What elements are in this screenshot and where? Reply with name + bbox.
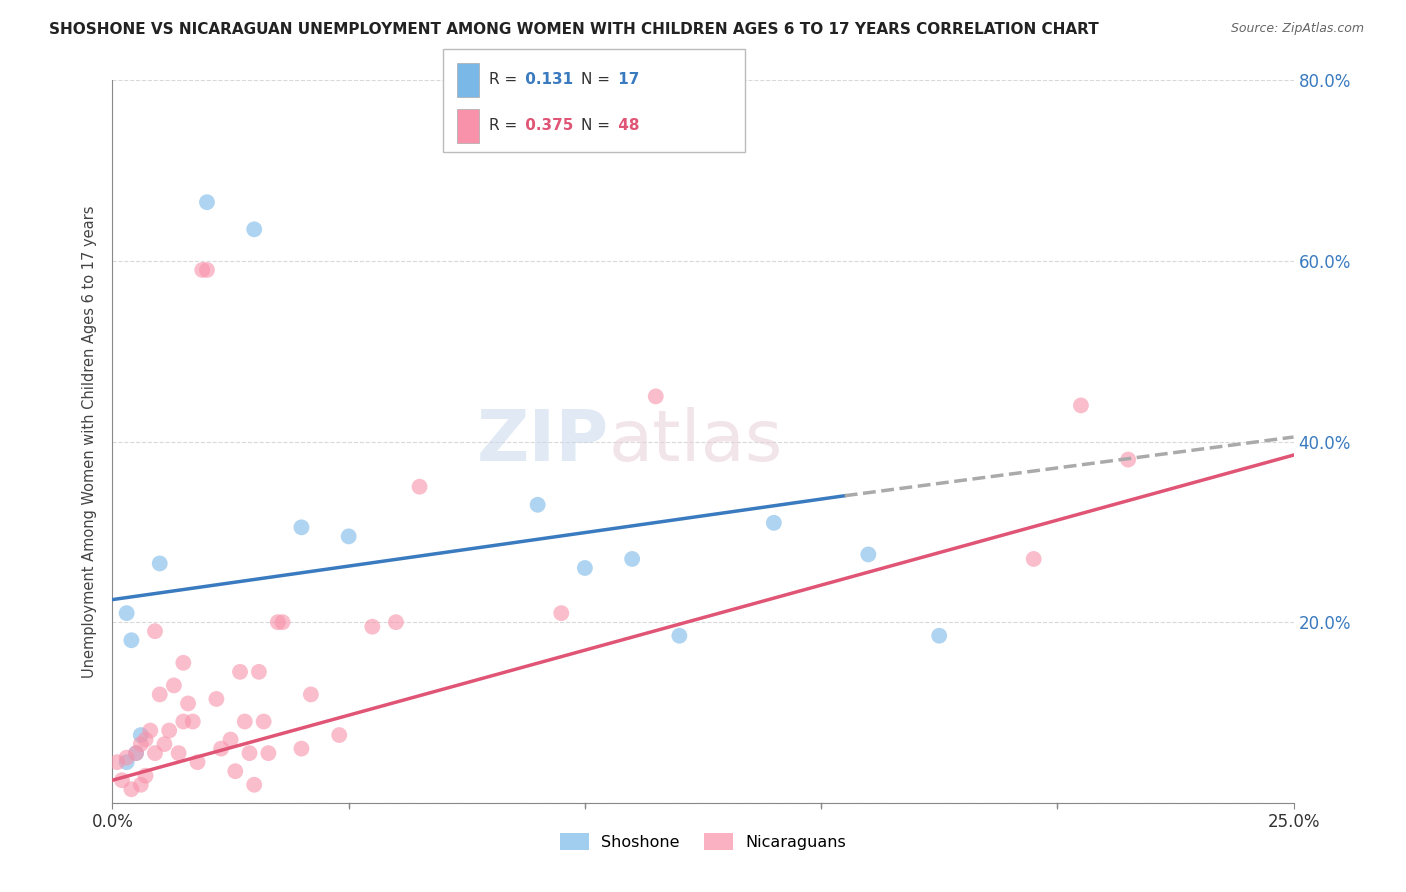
Legend: Shoshone, Nicaraguans: Shoshone, Nicaraguans xyxy=(554,827,852,856)
Point xyxy=(243,778,266,792)
Point xyxy=(408,480,430,494)
Point xyxy=(120,782,142,797)
Point xyxy=(153,737,176,751)
Point xyxy=(120,633,142,648)
Point xyxy=(290,520,312,534)
Text: ZIP: ZIP xyxy=(477,407,609,476)
Point xyxy=(219,732,242,747)
Point xyxy=(668,629,690,643)
Point xyxy=(172,714,194,729)
Point xyxy=(149,687,172,701)
Point xyxy=(105,755,128,769)
Point xyxy=(229,665,252,679)
Point xyxy=(129,728,152,742)
Point xyxy=(186,755,208,769)
Text: Source: ZipAtlas.com: Source: ZipAtlas.com xyxy=(1230,22,1364,36)
Text: SHOSHONE VS NICARAGUAN UNEMPLOYMENT AMONG WOMEN WITH CHILDREN AGES 6 TO 17 YEARS: SHOSHONE VS NICARAGUAN UNEMPLOYMENT AMON… xyxy=(49,22,1099,37)
Point xyxy=(139,723,162,738)
Point xyxy=(385,615,408,630)
Text: 48: 48 xyxy=(613,119,640,134)
Point xyxy=(191,263,214,277)
Point xyxy=(195,263,218,277)
Point xyxy=(1022,552,1045,566)
Point xyxy=(328,728,350,742)
Point xyxy=(115,755,138,769)
Point xyxy=(361,620,384,634)
Point xyxy=(290,741,312,756)
Y-axis label: Unemployment Among Women with Children Ages 6 to 17 years: Unemployment Among Women with Children A… xyxy=(82,205,97,678)
Point xyxy=(762,516,785,530)
Point xyxy=(149,557,172,571)
Point xyxy=(267,615,290,630)
Point xyxy=(167,746,190,760)
Point xyxy=(224,764,246,779)
Text: R =: R = xyxy=(489,72,523,87)
Point xyxy=(247,665,270,679)
Point xyxy=(172,656,194,670)
Text: N =: N = xyxy=(581,119,614,134)
Point xyxy=(205,692,228,706)
Point xyxy=(163,678,186,692)
Point xyxy=(181,714,204,729)
Text: N =: N = xyxy=(581,72,614,87)
Point xyxy=(299,687,322,701)
Point xyxy=(1116,452,1139,467)
Text: 17: 17 xyxy=(613,72,640,87)
Point xyxy=(111,773,134,788)
Point xyxy=(209,741,232,756)
Point xyxy=(271,615,294,630)
Point xyxy=(135,769,157,783)
Point xyxy=(125,746,148,760)
Point xyxy=(195,195,218,210)
Point xyxy=(157,723,180,738)
Point xyxy=(143,624,166,639)
Point xyxy=(115,750,138,764)
Point xyxy=(129,737,152,751)
Text: 0.131: 0.131 xyxy=(520,72,574,87)
Point xyxy=(125,746,148,760)
Point xyxy=(135,732,157,747)
Text: 0.375: 0.375 xyxy=(520,119,574,134)
Point xyxy=(177,697,200,711)
Point xyxy=(337,529,360,543)
Point xyxy=(243,222,266,236)
Point xyxy=(858,548,880,562)
Point xyxy=(928,629,950,643)
Point xyxy=(574,561,596,575)
Point xyxy=(550,606,572,620)
Point xyxy=(1070,398,1092,412)
Point xyxy=(253,714,276,729)
Point xyxy=(644,389,666,403)
Point xyxy=(238,746,260,760)
Point xyxy=(257,746,280,760)
Point xyxy=(115,606,138,620)
Text: atlas: atlas xyxy=(609,407,783,476)
Point xyxy=(621,552,644,566)
Text: R =: R = xyxy=(489,119,523,134)
Point xyxy=(143,746,166,760)
Point xyxy=(233,714,256,729)
Point xyxy=(526,498,548,512)
Point xyxy=(129,778,152,792)
